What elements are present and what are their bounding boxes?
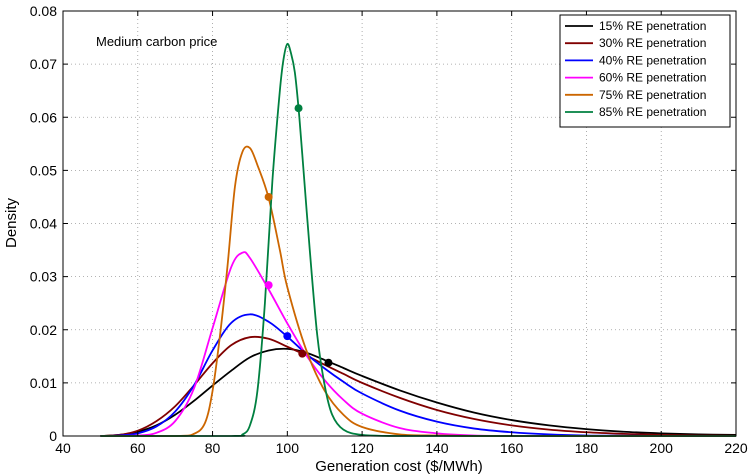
axis-ticks: 40 60 80 100 120 140 160 180 200 220 0 0.01 0.02 0.03… <box>30 3 748 456</box>
x-tick-label: 120 <box>350 440 374 456</box>
x-tick-label: 80 <box>205 440 221 456</box>
y-tick-label: 0.02 <box>30 322 57 338</box>
x-tick-label: 60 <box>130 440 146 456</box>
series-markers <box>264 104 333 367</box>
legend-label-2: 30% RE penetration <box>599 36 706 50</box>
x-tick-label: 180 <box>575 440 599 456</box>
chart-annotation: Medium carbon price <box>96 34 217 49</box>
legend: 15% RE penetration 30% RE penetration 40% … <box>559 14 731 128</box>
y-tick-label: 0 <box>49 428 57 444</box>
series-marker-4 <box>264 281 273 290</box>
y-tick-label: 0.04 <box>30 216 57 232</box>
y-tick-label: 0.03 <box>30 269 57 285</box>
y-tick-label: 0.05 <box>30 162 57 178</box>
legend-label-3: 40% RE penetration <box>599 53 706 67</box>
x-tick-label: 160 <box>500 440 524 456</box>
series-marker-3 <box>283 332 292 341</box>
legend-box <box>559 14 731 128</box>
series-marker-5 <box>264 192 273 201</box>
series-marker-6 <box>294 104 303 113</box>
series-marker-1 <box>324 358 333 367</box>
x-tick-label: 140 <box>425 440 449 456</box>
series-marker-2 <box>298 349 307 358</box>
y-tick-label: 0.07 <box>30 56 57 72</box>
x-tick-label: 200 <box>650 440 674 456</box>
series-line-1 <box>100 347 737 437</box>
y-tick-label: 0.01 <box>30 375 57 391</box>
legend-label-5: 75% RE penetration <box>599 88 706 102</box>
legend-label-4: 60% RE penetration <box>599 71 706 85</box>
x-axis-title: Generation cost ($/MWh) <box>315 458 483 475</box>
legend-label-1: 15% RE penetration <box>599 19 706 33</box>
x-tick-label: 40 <box>55 440 71 456</box>
x-tick-label: 100 <box>276 440 300 456</box>
y-axis-title: Density <box>3 197 20 248</box>
y-tick-label: 0.06 <box>30 109 57 125</box>
x-tick-label: 220 <box>724 440 748 456</box>
y-tick-label: 0.08 <box>30 3 57 19</box>
legend-label-6: 85% RE penetration <box>599 105 706 119</box>
